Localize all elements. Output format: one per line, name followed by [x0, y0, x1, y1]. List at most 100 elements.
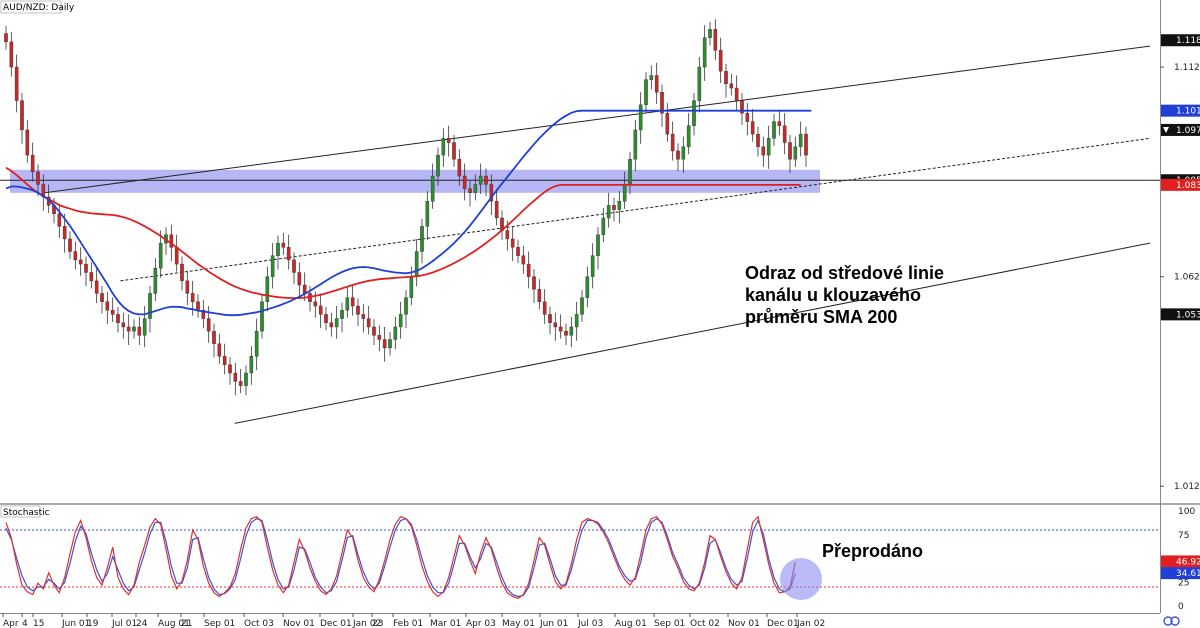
candle [4, 25, 8, 50]
candle [777, 111, 782, 136]
candle [452, 134, 456, 167]
candle [142, 305, 147, 348]
chart-title-box [0, 0, 62, 14]
candle [137, 316, 142, 345]
candle [761, 136, 766, 167]
candle-body [36, 171, 40, 185]
x-tick-label: Apr 03 [466, 619, 496, 628]
candle [612, 197, 616, 222]
candle-body [804, 133, 808, 156]
candle-body [569, 326, 574, 336]
candle-body [414, 251, 419, 277]
candle-body [750, 121, 755, 135]
candle-body [494, 200, 499, 219]
candle [20, 93, 24, 144]
candle [436, 147, 440, 186]
candle-body [180, 263, 184, 282]
candle [494, 188, 499, 226]
candle [553, 312, 558, 341]
candle-body [73, 251, 78, 261]
y-tick-label: 1.1120 [1174, 63, 1200, 73]
candle [62, 213, 67, 253]
x-tick-label: Sep 01 [204, 619, 235, 628]
candle [228, 357, 232, 385]
candle-body [793, 146, 798, 160]
candle-body [366, 318, 371, 328]
candle-body [126, 326, 131, 332]
candle-body [20, 100, 24, 131]
candle-body [606, 205, 611, 219]
candle-body [505, 230, 510, 240]
candle-body [137, 326, 142, 336]
annotation-oversold: Přeprodáno [822, 541, 923, 561]
candle [638, 92, 643, 144]
candle [489, 174, 494, 216]
candle [340, 302, 344, 333]
price-tag-label: 1.1184 [1176, 36, 1200, 46]
candle-body [756, 133, 760, 147]
candle [606, 192, 611, 228]
candle-body [206, 318, 211, 332]
candle-body [158, 242, 163, 269]
candle-body [169, 234, 174, 248]
candle [324, 306, 328, 331]
candle [782, 113, 787, 155]
candle-body [734, 87, 739, 101]
candle [148, 285, 152, 333]
candle [116, 306, 120, 333]
stoch-value-tag [1161, 567, 1200, 580]
candle-body [153, 268, 158, 294]
candle-body [388, 339, 392, 349]
candle [393, 316, 398, 350]
x-tick-label: Oct 03 [244, 619, 274, 628]
candle [484, 168, 488, 197]
stoch-y-tick-label: 75 [1178, 531, 1189, 541]
x-tick-label: 23 [372, 619, 383, 628]
channel-lower-line [234, 242, 1151, 424]
candle-body [313, 301, 318, 307]
candle [180, 256, 184, 291]
candle-body [174, 247, 179, 265]
candle-body [404, 297, 408, 315]
stoch-title-box [0, 505, 41, 518]
candle-body [729, 83, 734, 89]
y-tick-label: 1.0620 [1174, 273, 1200, 283]
candle [276, 235, 280, 270]
candle-body [713, 29, 718, 51]
candle [281, 233, 286, 255]
candle [334, 305, 339, 339]
candle-body [57, 213, 62, 227]
candle-body [377, 335, 382, 340]
candle [238, 368, 243, 394]
candle-body [420, 226, 424, 252]
candle-body [89, 272, 94, 282]
candle [766, 125, 771, 169]
candle [804, 126, 808, 167]
candle-body [4, 33, 8, 43]
candle [126, 314, 131, 345]
candle-body [553, 322, 558, 328]
candle [254, 318, 259, 371]
candle-body [521, 255, 526, 265]
candle [729, 73, 734, 96]
stoch-y-tick-label: 0 [1178, 602, 1184, 612]
candle [724, 63, 728, 98]
stoch-pane-background [0, 505, 1160, 613]
candle [468, 181, 472, 207]
candle [521, 245, 526, 274]
candle [654, 62, 659, 104]
candle-body [638, 104, 643, 131]
candle-body [436, 154, 440, 177]
candle-body [318, 305, 323, 315]
candle-body [697, 66, 702, 101]
x-tick-label: Nov 01 [728, 619, 760, 628]
candle [105, 291, 110, 325]
candle [57, 203, 62, 239]
candle [265, 266, 270, 312]
candle [740, 93, 744, 125]
candle-body [510, 238, 515, 248]
candle-body [718, 50, 723, 72]
candle-body [782, 125, 787, 143]
candle-body [372, 326, 376, 336]
candle [590, 243, 595, 289]
